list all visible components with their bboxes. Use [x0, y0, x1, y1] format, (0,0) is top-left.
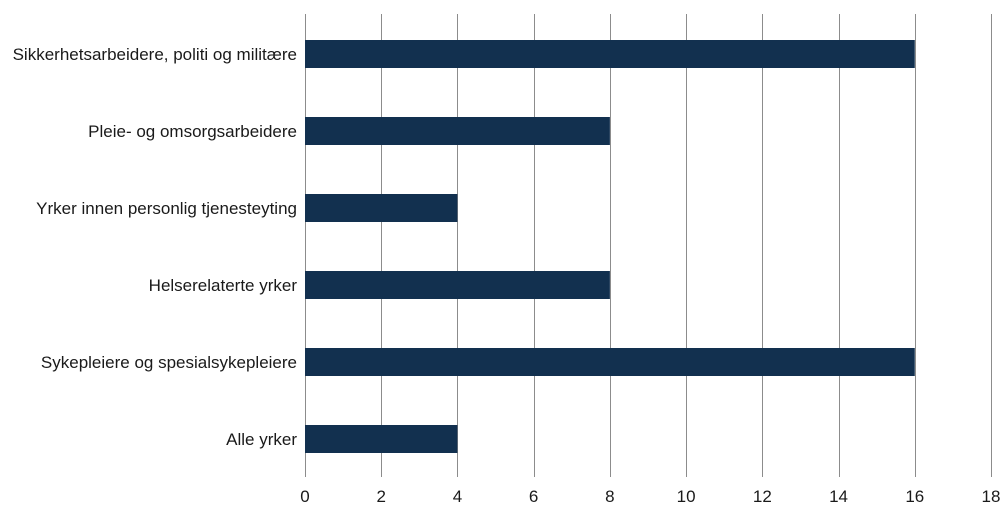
- bar: [305, 348, 915, 376]
- x-tick-label: 0: [300, 487, 309, 506]
- category-labels: Sikkerhetsarbeidere, politi og militære P…: [13, 45, 298, 449]
- x-tick-labels: 0 2 4 6 8 10 12 14 16 18: [300, 487, 1000, 506]
- category-label: Sykepleiere og spesialsykepleiere: [41, 353, 297, 372]
- category-label: Pleie- og omsorgsarbeidere: [88, 122, 297, 141]
- category-label: Yrker innen personlig tjenesteyting: [36, 199, 297, 218]
- x-tick-label: 6: [529, 487, 538, 506]
- bar: [305, 425, 458, 453]
- x-tick-label: 18: [982, 487, 1000, 506]
- x-tick-label: 16: [905, 487, 924, 506]
- x-tick-label: 4: [453, 487, 462, 506]
- bar: [305, 40, 915, 68]
- category-label: Alle yrker: [226, 430, 297, 449]
- bar: [305, 271, 610, 299]
- bars: [305, 40, 915, 453]
- x-tick-label: 10: [677, 487, 696, 506]
- x-tick-label: 2: [376, 487, 385, 506]
- x-tick-label: 8: [605, 487, 614, 506]
- bar: [305, 194, 458, 222]
- category-label: Sikkerhetsarbeidere, politi og militære: [13, 45, 297, 64]
- bar: [305, 117, 610, 145]
- x-tick-label: 14: [829, 487, 848, 506]
- category-label: Helserelaterte yrker: [149, 276, 298, 295]
- x-tick-label: 12: [753, 487, 772, 506]
- grid: [305, 14, 992, 477]
